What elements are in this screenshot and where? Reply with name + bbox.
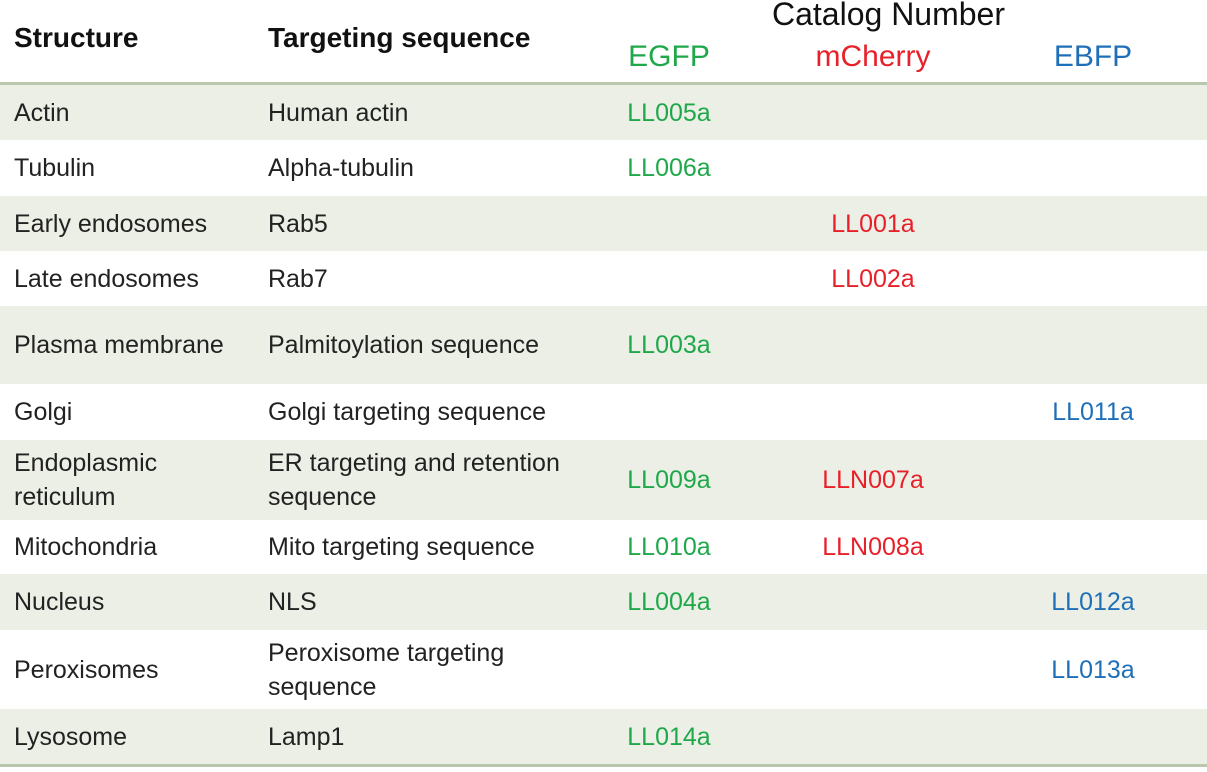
cell-structure: Endoplasmic reticulum [14, 449, 158, 511]
cell-structure: Lysosome [14, 723, 128, 751]
cell-targeting-sequence: Palmitoylation sequence [268, 331, 539, 359]
cell-targeting-sequence: ER targeting and retention sequence [268, 449, 560, 511]
cell-structure: Actin [14, 98, 70, 127]
cell-mcherry-catalog: LL001a [831, 209, 915, 238]
cell-targeting-sequence: Golgi targeting sequence [268, 398, 546, 426]
header-egfp: EGFP [628, 40, 710, 73]
cell-targeting-sequence: Peroxisome targeting sequence [268, 638, 505, 701]
table-row: Plasma membrane Palmitoylation sequence LL… [0, 306, 1207, 384]
cell-structure: Nucleus [14, 588, 105, 616]
table-header: Structure Targeting sequence Catalog Num… [0, 0, 1207, 85]
cell-targeting-sequence: Rab7 [268, 264, 328, 293]
table-row: Peroxisomes Peroxisome targeting sequence… [0, 630, 1207, 709]
table-row: Endoplasmic reticulum ER targeting and re… [0, 440, 1207, 520]
cell-mcherry-catalog: LLN007a [822, 466, 924, 494]
cell-targeting-sequence: Alpha-tubulin [268, 154, 414, 182]
cell-structure: Plasma membrane [14, 331, 224, 359]
header-structure: Structure [14, 22, 139, 53]
cell-mcherry-catalog: LLN008a [822, 533, 924, 561]
table-row: Tubulin Alpha-tubulin LL006a [0, 140, 1207, 196]
table-row: Actin Human actin LL005a [0, 85, 1207, 140]
cell-structure: Late endosomes [14, 264, 199, 293]
cell-structure: Early endosomes [14, 209, 208, 238]
table-row: Golgi Golgi targeting sequence LL011a [0, 384, 1207, 440]
table-row: Early endosomes Rab5 LL001a [0, 196, 1207, 251]
table-row: Nucleus NLS LL004a LL012a [0, 574, 1207, 630]
header-mcherry: mCherry [815, 40, 931, 73]
cell-egfp-catalog: LL004a [627, 588, 711, 616]
header-ebfp: EBFP [1053, 40, 1133, 73]
cell-ebfp-catalog: LL011a [1052, 398, 1134, 426]
cell-egfp-catalog: LL006a [627, 154, 711, 182]
table-bottom-rule [0, 764, 1207, 767]
cell-egfp-catalog: LL009a [627, 466, 711, 494]
table-body: Actin Human actin LL005a Tubulin Alpha-tubul… [0, 85, 1207, 765]
cell-ebfp-catalog: LL013a [1051, 655, 1135, 684]
cell-egfp-catalog: LL014a [627, 723, 711, 751]
cell-ebfp-catalog: LL012a [1051, 588, 1135, 616]
cell-targeting-sequence: Rab5 [268, 209, 328, 238]
header-targeting-sequence: Targeting sequence [268, 22, 531, 53]
cell-structure: Peroxisomes [14, 655, 159, 684]
cell-structure: Golgi [14, 398, 73, 426]
cell-targeting-sequence: Mito targeting sequence [268, 533, 535, 561]
table-row: Late endosomes Rab7 LL002a [0, 251, 1207, 306]
table-row: Mitochondria Mito targeting sequence LL010… [0, 520, 1207, 574]
cell-mcherry-catalog: LL002a [831, 264, 915, 293]
table-row: Lysosome Lamp1 LL014a [0, 709, 1207, 765]
cell-egfp-catalog: LL003a [627, 331, 711, 359]
cell-targeting-sequence: Lamp1 [268, 723, 345, 751]
cell-egfp-catalog: LL010a [627, 533, 711, 561]
cell-structure: Tubulin [14, 154, 96, 182]
cell-targeting-sequence: Human actin [268, 98, 409, 127]
header-catalog-number: Catalog Number [772, 0, 1005, 32]
cell-targeting-sequence: NLS [268, 588, 317, 616]
cell-egfp-catalog: LL005a [627, 98, 711, 127]
cell-structure: Mitochondria [14, 533, 158, 561]
